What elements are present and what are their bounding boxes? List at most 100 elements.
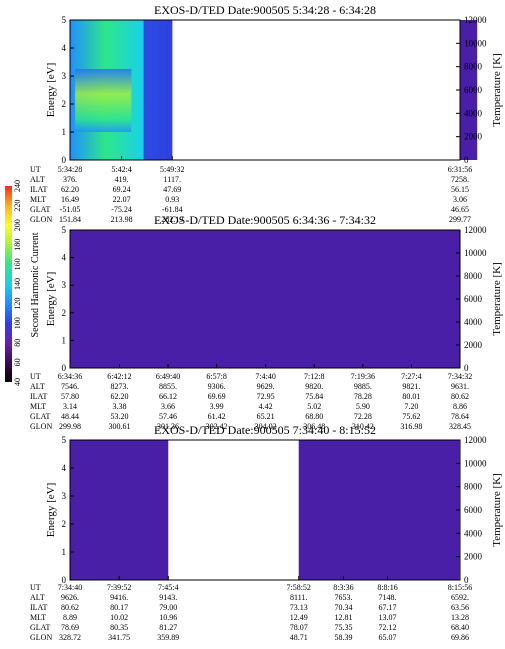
- y2-tick-label: 12000: [464, 435, 487, 445]
- colorbar-tick: 160: [13, 258, 22, 270]
- ephemeris-value: 79.00: [159, 603, 177, 612]
- ephemeris-value: 299.98: [59, 422, 81, 431]
- y-tick-label: 4: [62, 463, 67, 473]
- ephemeris-value: 10.96: [159, 613, 177, 622]
- ephemeris-value: 5:49:32: [160, 165, 184, 174]
- ephemeris-value: 306.48: [303, 422, 325, 431]
- y-axis-label: Energy [eV]: [45, 63, 57, 117]
- ephemeris-value: 316.98: [400, 422, 422, 431]
- y2-tick-label: 2000: [464, 552, 483, 562]
- ephemeris-value: 7546.: [61, 382, 79, 391]
- ephemeris-value: 80.17: [110, 603, 128, 612]
- y-tick-label: 1: [62, 335, 67, 345]
- ephemeris-row-label: ALT: [30, 382, 45, 391]
- y-tick-label: 0: [62, 155, 67, 165]
- ephemeris-row-label: GLAT: [30, 412, 51, 421]
- ephemeris-value: 72.95: [257, 392, 275, 401]
- ephemeris-value: 53.20: [110, 412, 128, 421]
- ephemeris-value: 48.44: [61, 412, 79, 421]
- y2-tick-label: 6000: [464, 85, 483, 95]
- colorbar-scale: [5, 186, 12, 382]
- ephemeris-value: 67.17: [379, 603, 397, 612]
- y-tick-label: 3: [62, 71, 67, 81]
- ephemeris-value: 7:4:40: [255, 372, 275, 381]
- ephemeris-value: 4.42: [259, 402, 273, 411]
- ephemeris-value: 16.49: [61, 195, 79, 204]
- ephemeris-value: 12.81: [334, 613, 352, 622]
- ephemeris-row-label: MLT: [30, 402, 46, 411]
- ephemeris-value: 310.42: [352, 422, 374, 431]
- ephemeris-value: 6:42:12: [107, 372, 131, 381]
- y2-tick-label: 8000: [464, 482, 483, 492]
- y2-axis-label: Temperature [K]: [491, 53, 503, 126]
- ephemeris-value: 12.49: [290, 613, 308, 622]
- y2-tick-label: 10000: [464, 248, 487, 258]
- ephemeris-value: 301.36: [157, 422, 179, 431]
- ephemeris-row-label: ALT: [30, 175, 45, 184]
- ephemeris-row-label: UT: [30, 165, 41, 174]
- y2-tick-label: 0: [464, 363, 469, 373]
- ephemeris-row-label: UT: [30, 372, 41, 381]
- ephemeris-value: 68.40: [451, 623, 469, 632]
- ephemeris-value: 8855.: [159, 382, 177, 391]
- y-tick-label: 2: [62, 308, 67, 318]
- ephemeris-value: 9629.: [257, 382, 275, 391]
- colorbar-tick: 220: [13, 200, 22, 212]
- ephemeris-value: 7258.: [451, 175, 469, 184]
- ephemeris-row-label: GLON: [30, 633, 52, 642]
- ephemeris-value: 5:34:28: [58, 165, 82, 174]
- y2-axis-label: Temperature [K]: [491, 262, 503, 335]
- colorbar: 40 60 80 100 120 140 160 180 200 220 240 Second Har…: [5, 180, 41, 386]
- ephemeris-value: 73.13: [290, 603, 308, 612]
- ephemeris-value: 80.35: [110, 623, 128, 632]
- ephemeris-value: 376.: [63, 175, 77, 184]
- ephemeris-row-label: GLAT: [30, 623, 51, 632]
- y-tick-label: 5: [62, 225, 67, 235]
- ephemeris-row-label: ILAT: [30, 185, 47, 194]
- panel-title: EXOS-D/TED Date:900505 6:34:36 - 7:34:32: [154, 213, 376, 227]
- y-tick-label: 1: [62, 127, 67, 137]
- ephemeris-row-label: UT: [30, 583, 41, 592]
- ephemeris-value: -61.84: [162, 205, 183, 214]
- ephemeris-row-label: MLT: [30, 613, 46, 622]
- ephemeris-value: -51.05: [60, 205, 81, 214]
- ephemeris-value: 80.62: [451, 392, 469, 401]
- y2-tick-label: 12000: [464, 15, 487, 25]
- ephemeris-value: 56.15: [451, 185, 469, 194]
- ephemeris-value: 9143.: [159, 593, 177, 602]
- ephemeris-value: 9820.: [305, 382, 323, 391]
- ephemeris-value: 302.42: [206, 422, 228, 431]
- ephemeris-value: 72.12: [379, 623, 397, 632]
- ephemeris-value: 8273.: [110, 382, 128, 391]
- ephemeris-value: 3.06: [453, 195, 467, 204]
- y-tick-label: 3: [62, 491, 67, 501]
- ephemeris-value: 48.71: [290, 633, 308, 642]
- colorbar-tick: 120: [13, 298, 22, 310]
- y2-tick-label: 6000: [464, 294, 483, 304]
- ephemeris-value: 8:3:36: [333, 583, 353, 592]
- y2-tick-label: 4000: [464, 108, 483, 118]
- y2-tick-label: 2000: [464, 340, 483, 350]
- y-tick-label: 3: [62, 280, 67, 290]
- ephemeris-value: 3.14: [63, 402, 77, 411]
- y2-tick-label: 8000: [464, 62, 483, 72]
- ephemeris-value: 9626.: [61, 593, 79, 602]
- ephemeris-value: 3.66: [161, 402, 175, 411]
- ephemeris-value: 5.90: [356, 402, 370, 411]
- ephemeris-value: 80.62: [61, 603, 79, 612]
- ephemeris-row-label: GLAT: [30, 205, 51, 214]
- colorbar-label: Second Harmonic Current: [30, 232, 41, 337]
- ephemeris-value: 419.: [115, 175, 129, 184]
- ephemeris-value: 1117.: [164, 175, 181, 184]
- ephemeris-value: 8111.: [290, 593, 307, 602]
- y-tick-label: 4: [62, 43, 67, 53]
- panel-1: EXOS-D/TED Date:900505 5:34:28 - 6:34:28…: [30, 3, 503, 224]
- y-axis-label: Energy [eV]: [45, 483, 57, 537]
- ephemeris-value: 151.84: [59, 215, 81, 224]
- ephemeris-value: 13.07: [379, 613, 397, 622]
- ephemeris-row-label: GLON: [30, 422, 52, 431]
- spectrum-core: [75, 69, 132, 132]
- colorbar-tick: 100: [13, 317, 22, 329]
- ephemeris-value: 299.77: [449, 215, 471, 224]
- ephemeris-value: 8:8:16: [377, 583, 397, 592]
